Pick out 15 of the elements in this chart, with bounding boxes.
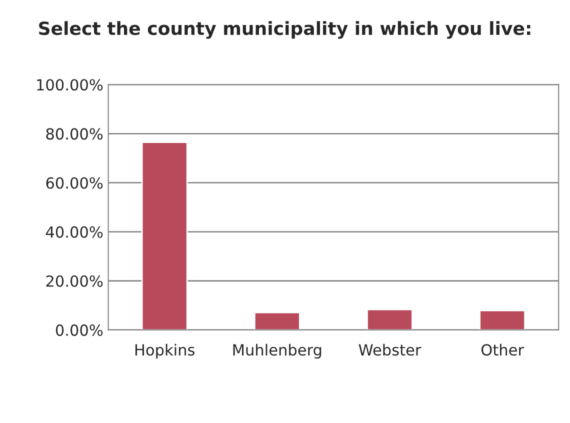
y-tick-label: 0.00% <box>56 324 103 336</box>
bar <box>366 308 413 330</box>
x-tick-label: Other <box>481 344 524 356</box>
y-tick-label: 20.00% <box>46 275 103 287</box>
bar <box>141 142 188 330</box>
x-tick-label: Muhlenberg <box>233 344 322 359</box>
x-tick-label: Webster <box>358 344 422 356</box>
y-tick-label: 80.00% <box>46 128 103 140</box>
y-tick-label: 40.00% <box>46 226 103 238</box>
y-tick-label: 60.00% <box>46 177 103 189</box>
y-tick-label: 100.00% <box>37 79 103 91</box>
x-tick-label: Hopkins <box>135 344 194 359</box>
bar <box>479 310 526 330</box>
chart-title: Select the county municipality in which you live: <box>39 21 530 39</box>
bar <box>254 312 300 330</box>
